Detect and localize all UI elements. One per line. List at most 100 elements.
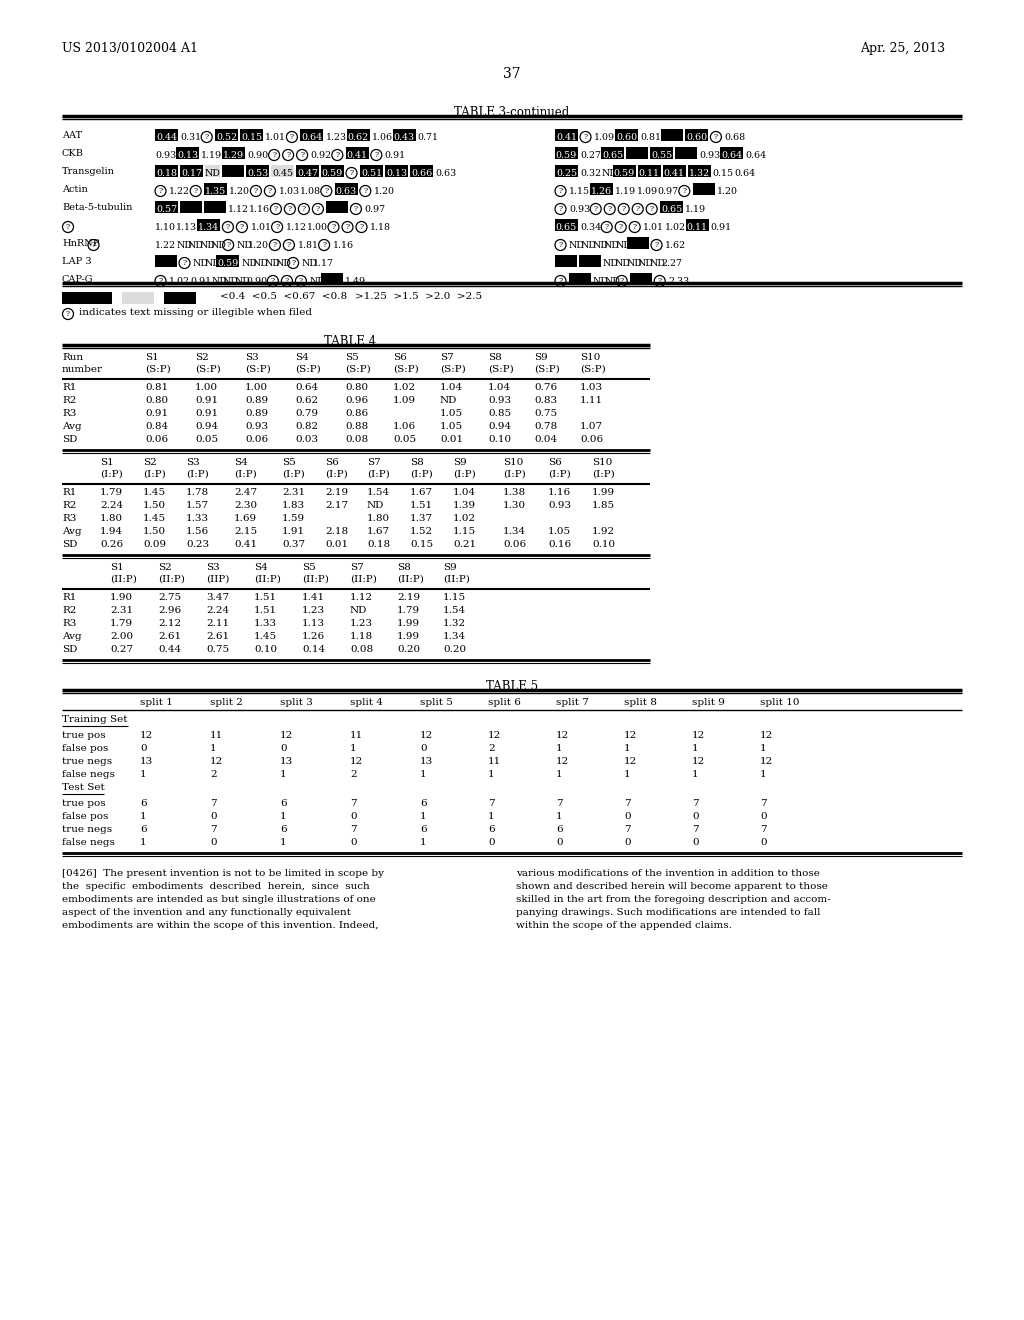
Text: (I:P): (I:P): [325, 470, 348, 479]
Text: 1: 1: [760, 770, 767, 779]
Text: 1.16: 1.16: [548, 488, 571, 498]
Text: 1.56: 1.56: [186, 527, 209, 536]
Text: ?: ?: [194, 187, 198, 195]
Text: 0.93: 0.93: [548, 502, 571, 510]
Text: 0.93: 0.93: [569, 205, 590, 214]
Text: 1.35: 1.35: [205, 186, 226, 195]
Text: 7: 7: [760, 799, 767, 808]
Text: 1.18: 1.18: [370, 223, 391, 231]
Text: 2.17: 2.17: [325, 502, 348, 510]
Text: ?: ?: [649, 205, 653, 213]
Text: 1: 1: [556, 812, 562, 821]
Text: S2: S2: [143, 458, 157, 467]
Text: 12: 12: [556, 731, 569, 741]
Text: 13: 13: [140, 756, 154, 766]
Bar: [155, 129, 178, 141]
Text: 1.23: 1.23: [302, 606, 326, 615]
Bar: [662, 129, 683, 141]
Text: 0.59: 0.59: [322, 169, 343, 177]
Text: 0.93: 0.93: [245, 422, 268, 432]
Text: 2.12: 2.12: [158, 619, 181, 628]
Text: 1.02: 1.02: [665, 223, 685, 231]
Bar: [204, 201, 226, 213]
Text: (S:P): (S:P): [534, 366, 560, 374]
Text: (I:P): (I:P): [143, 470, 166, 479]
Text: 1.11: 1.11: [580, 396, 603, 405]
Text: 1.33: 1.33: [254, 619, 278, 628]
Text: 1.51: 1.51: [254, 606, 278, 615]
Text: S7: S7: [367, 458, 381, 467]
Text: 12: 12: [556, 756, 569, 766]
Text: ?: ?: [275, 223, 280, 231]
Text: Training Set: Training Set: [62, 715, 128, 723]
Text: ND: ND: [253, 259, 268, 268]
Text: 1.09: 1.09: [636, 186, 657, 195]
Text: skilled in the art from the foregoing description and accom-: skilled in the art from the foregoing de…: [516, 895, 830, 904]
Text: 0.93: 0.93: [488, 396, 511, 405]
Bar: [205, 165, 220, 177]
Text: the  specific  embodiments  described  herein,  since  such: the specific embodiments described herei…: [62, 882, 370, 891]
Text: various modifications of the invention in addition to those: various modifications of the invention i…: [516, 869, 820, 878]
Text: ?: ?: [286, 150, 290, 158]
Text: 1.32: 1.32: [443, 619, 466, 628]
Text: Test Set: Test Set: [62, 783, 104, 792]
Bar: [601, 147, 625, 158]
Text: 7: 7: [760, 825, 767, 834]
Text: 1.67: 1.67: [410, 488, 433, 498]
Text: 0: 0: [420, 744, 427, 752]
Text: 0.08: 0.08: [345, 436, 368, 444]
Text: 2.61: 2.61: [206, 632, 229, 642]
Text: 0.47: 0.47: [297, 169, 318, 177]
Text: 0: 0: [488, 838, 495, 847]
Text: 6: 6: [140, 799, 146, 808]
Bar: [555, 219, 578, 231]
Bar: [360, 165, 383, 177]
Text: 0.75: 0.75: [206, 645, 229, 653]
Bar: [393, 129, 416, 141]
Bar: [296, 165, 319, 177]
Text: 0.37: 0.37: [282, 540, 305, 549]
Text: 1.05: 1.05: [548, 527, 571, 536]
Bar: [579, 255, 601, 267]
Text: ND: ND: [350, 606, 368, 615]
Text: false pos: false pos: [62, 744, 109, 752]
Text: S8: S8: [488, 352, 502, 362]
Text: 37: 37: [503, 67, 521, 81]
Text: 0.03: 0.03: [295, 436, 318, 444]
Bar: [346, 129, 370, 141]
Text: ?: ?: [558, 277, 562, 285]
Text: true pos: true pos: [62, 731, 105, 741]
Text: ?: ?: [682, 187, 686, 195]
Bar: [215, 129, 239, 141]
Text: 1.05: 1.05: [440, 409, 463, 418]
Text: ND: ND: [223, 276, 239, 285]
Text: ?: ?: [254, 187, 258, 195]
Text: (I:P): (I:P): [503, 470, 525, 479]
Text: ND: ND: [614, 259, 631, 268]
Text: 0.32: 0.32: [580, 169, 601, 177]
Text: 1: 1: [280, 838, 287, 847]
Text: ?: ?: [618, 223, 623, 231]
Text: ?: ?: [654, 242, 658, 249]
Text: (I:P): (I:P): [186, 470, 209, 479]
Text: 0.20: 0.20: [443, 645, 466, 653]
Text: ND: ND: [211, 240, 227, 249]
Text: 1.12: 1.12: [228, 205, 249, 214]
Text: S6: S6: [548, 458, 562, 467]
Text: 0.10: 0.10: [592, 540, 615, 549]
Text: S6: S6: [393, 352, 407, 362]
Text: 7: 7: [692, 825, 698, 834]
Text: ?: ?: [290, 133, 294, 141]
Text: 1.22: 1.22: [169, 186, 190, 195]
Text: R3: R3: [62, 409, 77, 418]
Text: 1.51: 1.51: [254, 593, 278, 602]
Text: S3: S3: [206, 564, 220, 572]
Text: 0.64: 0.64: [295, 383, 318, 392]
Text: ND: ND: [205, 259, 220, 268]
Text: 1.49: 1.49: [345, 276, 367, 285]
Text: 2.19: 2.19: [397, 593, 420, 602]
Bar: [675, 147, 697, 158]
Text: S6: S6: [325, 458, 339, 467]
Text: 0.79: 0.79: [295, 409, 318, 418]
Text: 1: 1: [692, 744, 698, 752]
